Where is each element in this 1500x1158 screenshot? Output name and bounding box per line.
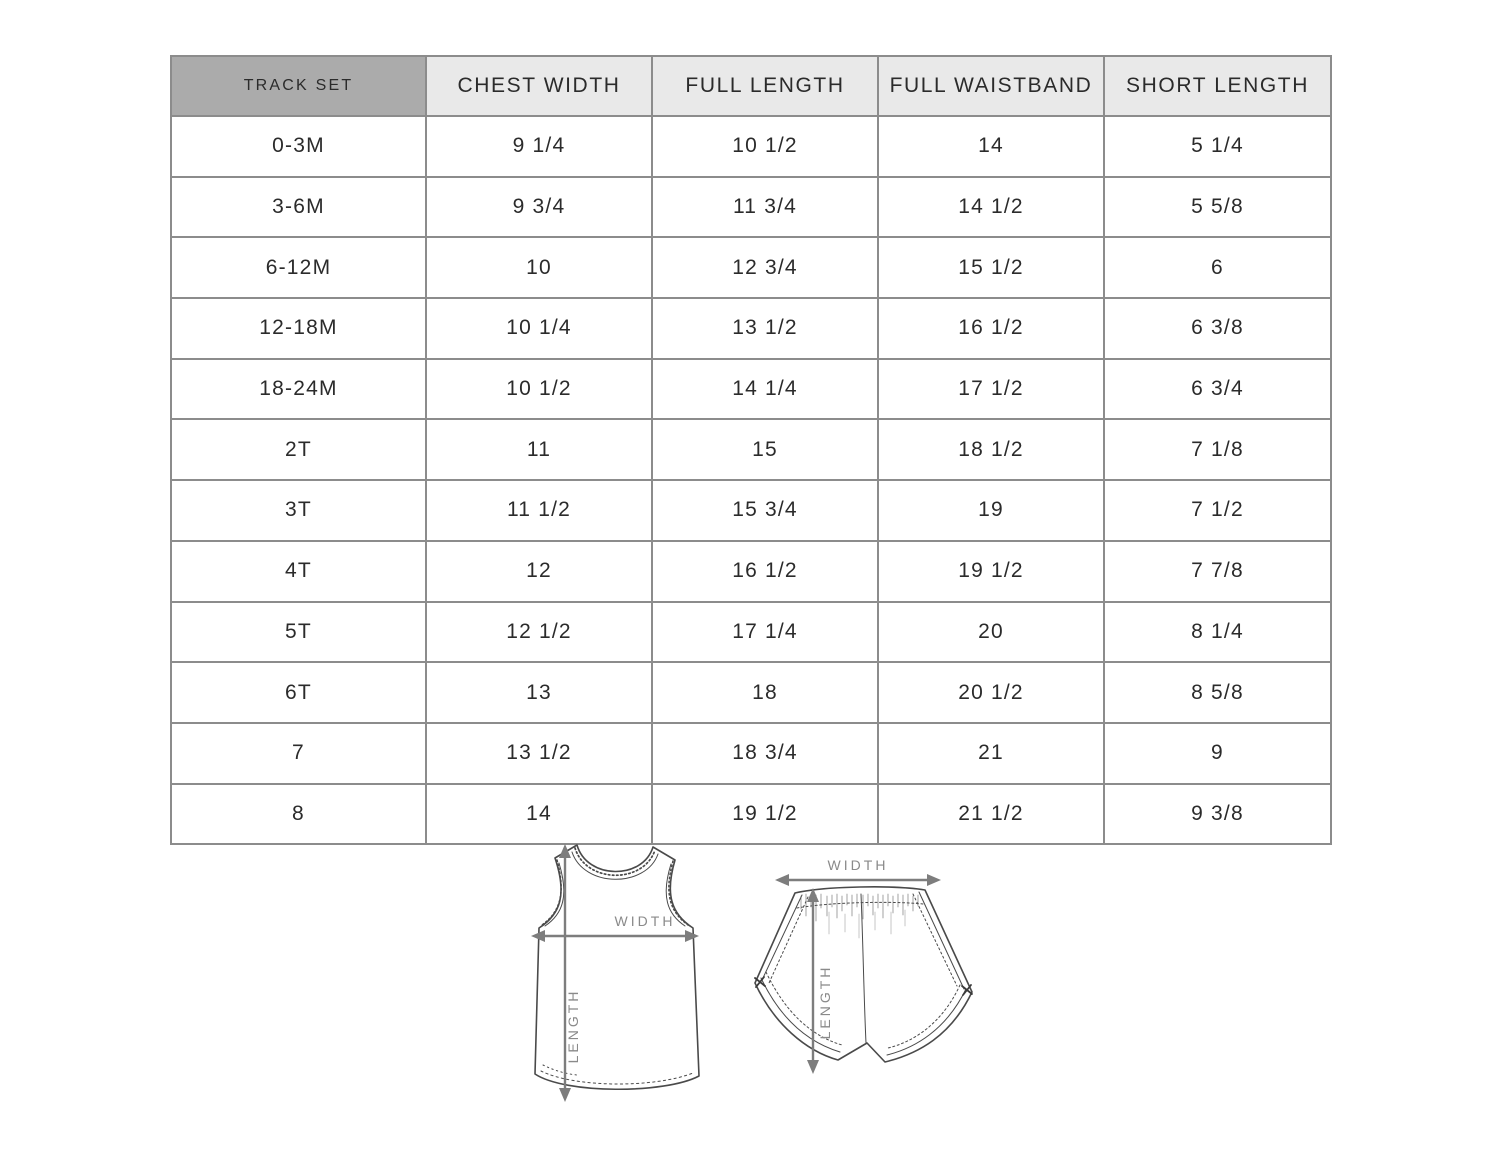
tank-top-diagram: WIDTH LENGTH: [531, 844, 700, 1102]
full-waistband-cell: 21: [877, 721, 1105, 785]
short-length-cell: 6 3/4: [1103, 357, 1332, 421]
full-waistband-cell: 15 1/2: [877, 236, 1105, 300]
short-length-cell: 9: [1103, 721, 1332, 785]
chest-width-cell: 12: [425, 539, 653, 603]
size-cell: 8: [170, 782, 427, 846]
shorts-width-label: WIDTH: [828, 857, 889, 873]
full-waistband-cell: 20: [877, 600, 1105, 664]
table-row: 7 13 1/2 18 3/4 21 9: [170, 721, 1332, 785]
full-waistband-cell: 17 1/2: [877, 357, 1105, 421]
tank-width-label: WIDTH: [615, 913, 676, 929]
size-cell: 6T: [170, 661, 427, 724]
table-row: 3T 11 1/2 15 3/4 19 7 1/2: [170, 479, 1332, 542]
short-length-cell: 5 1/4: [1103, 115, 1332, 178]
full-waistband-cell: 19 1/2: [877, 539, 1105, 603]
table-row: 18-24M 10 1/2 14 1/4 17 1/2 6 3/4: [170, 357, 1332, 421]
full-waistband-cell: 19: [877, 479, 1105, 542]
full-length-cell: 14 1/4: [651, 357, 879, 421]
short-length-cell: 7 1/8: [1103, 418, 1332, 482]
table-row: 5T 12 1/2 17 1/4 20 8 1/4: [170, 600, 1332, 664]
full-length-cell: 16 1/2: [651, 539, 879, 603]
table-row: 0-3M 9 1/4 10 1/2 14 5 1/4: [170, 115, 1332, 178]
short-length-cell: 9 3/8: [1103, 782, 1332, 846]
size-cell: 12-18M: [170, 297, 427, 360]
table-row: 12-18M 10 1/4 13 1/2 16 1/2 6 3/8: [170, 297, 1332, 360]
short-length-cell: 8 1/4: [1103, 600, 1332, 664]
chest-width-cell: 12 1/2: [425, 600, 653, 664]
size-cell: 18-24M: [170, 357, 427, 421]
header-chest-width: CHEST WIDTH: [425, 55, 653, 117]
full-waistband-cell: 21 1/2: [877, 782, 1105, 846]
size-cell: 7: [170, 721, 427, 785]
full-waistband-cell: 14 1/2: [877, 175, 1105, 239]
shorts-length-label: LENGTH: [817, 965, 833, 1040]
chest-width-cell: 14: [425, 782, 653, 846]
full-length-cell: 15: [651, 418, 879, 482]
tank-length-label: LENGTH: [565, 989, 581, 1064]
size-cell: 3T: [170, 479, 427, 542]
shorts-measure-arrows: [775, 874, 941, 1074]
full-length-cell: 12 3/4: [651, 236, 879, 300]
full-length-cell: 17 1/4: [651, 600, 879, 664]
table-row: 3-6M 9 3/4 11 3/4 14 1/2 5 5/8: [170, 175, 1332, 239]
chest-width-cell: 10: [425, 236, 653, 300]
header-short-length: SHORT LENGTH: [1103, 55, 1332, 117]
size-cell: 3-6M: [170, 175, 427, 239]
chest-width-cell: 11: [425, 418, 653, 482]
full-waistband-cell: 14: [877, 115, 1105, 178]
full-waistband-cell: 18 1/2: [877, 418, 1105, 482]
full-length-cell: 10 1/2: [651, 115, 879, 178]
table-row: 8 14 19 1/2 21 1/2 9 3/8: [170, 782, 1332, 846]
short-length-cell: 7 1/2: [1103, 479, 1332, 542]
short-length-cell: 8 5/8: [1103, 661, 1332, 724]
size-cell: 6-12M: [170, 236, 427, 300]
chest-width-cell: 9 1/4: [425, 115, 653, 178]
table-row: 2T 11 15 18 1/2 7 1/8: [170, 418, 1332, 482]
table-row: 6T 13 18 20 1/2 8 5/8: [170, 661, 1332, 724]
full-length-cell: 19 1/2: [651, 782, 879, 846]
header-full-waistband: FULL WAISTBAND: [877, 55, 1105, 117]
full-length-cell: 15 3/4: [651, 479, 879, 542]
full-waistband-cell: 16 1/2: [877, 297, 1105, 360]
chest-width-cell: 13: [425, 661, 653, 724]
size-cell: 5T: [170, 600, 427, 664]
tank-measure-arrows: [531, 844, 699, 1102]
header-product: TRACK SET: [170, 55, 427, 117]
chest-width-cell: 9 3/4: [425, 175, 653, 239]
size-cell: 2T: [170, 418, 427, 482]
full-length-cell: 18: [651, 661, 879, 724]
chest-width-cell: 13 1/2: [425, 721, 653, 785]
chest-width-cell: 11 1/2: [425, 479, 653, 542]
size-table-body: 0-3M 9 1/4 10 1/2 14 5 1/4 3-6M 9 3/4 11…: [170, 115, 1332, 846]
full-length-cell: 18 3/4: [651, 721, 879, 785]
full-length-cell: 11 3/4: [651, 175, 879, 239]
short-length-cell: 6: [1103, 236, 1332, 300]
chest-width-cell: 10 1/4: [425, 297, 653, 360]
short-length-cell: 6 3/8: [1103, 297, 1332, 360]
size-table: TRACK SET CHEST WIDTH FULL LENGTH FULL W…: [170, 55, 1332, 846]
chest-width-cell: 10 1/2: [425, 357, 653, 421]
full-waistband-cell: 20 1/2: [877, 661, 1105, 724]
size-table-header: TRACK SET CHEST WIDTH FULL LENGTH FULL W…: [170, 55, 1332, 117]
shorts-diagram: WIDTH LENGTH: [754, 857, 973, 1074]
short-length-cell: 7 7/8: [1103, 539, 1332, 603]
table-row: 4T 12 16 1/2 19 1/2 7 7/8: [170, 539, 1332, 603]
full-length-cell: 13 1/2: [651, 297, 879, 360]
header-full-length: FULL LENGTH: [651, 55, 879, 117]
size-cell: 0-3M: [170, 115, 427, 178]
short-length-cell: 5 5/8: [1103, 175, 1332, 239]
size-cell: 4T: [170, 539, 427, 603]
table-row: 6-12M 10 12 3/4 15 1/2 6: [170, 236, 1332, 300]
